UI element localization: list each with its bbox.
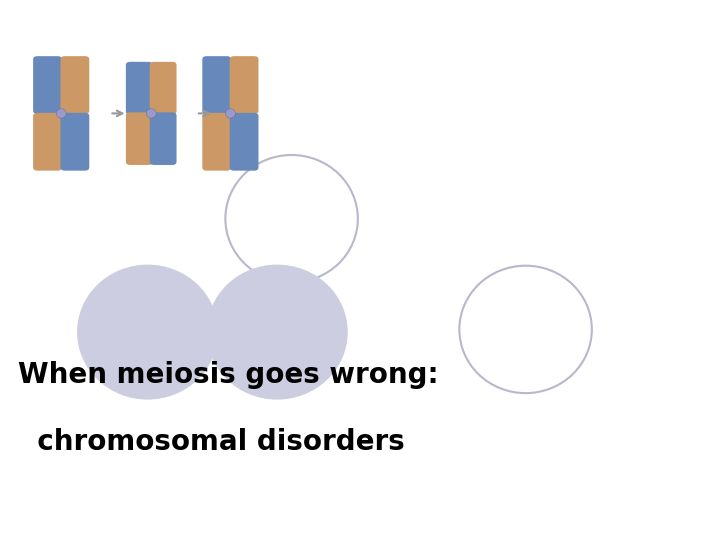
FancyBboxPatch shape bbox=[202, 113, 231, 171]
FancyBboxPatch shape bbox=[33, 113, 62, 171]
Text: When meiosis goes wrong:: When meiosis goes wrong: bbox=[18, 361, 438, 389]
Ellipse shape bbox=[77, 265, 218, 400]
FancyBboxPatch shape bbox=[230, 113, 258, 171]
FancyBboxPatch shape bbox=[60, 56, 89, 114]
FancyBboxPatch shape bbox=[126, 62, 153, 114]
Ellipse shape bbox=[207, 265, 348, 400]
FancyBboxPatch shape bbox=[150, 112, 176, 165]
FancyBboxPatch shape bbox=[33, 56, 62, 114]
Ellipse shape bbox=[56, 109, 66, 118]
FancyBboxPatch shape bbox=[150, 62, 176, 114]
Text: chromosomal disorders: chromosomal disorders bbox=[18, 428, 405, 456]
FancyBboxPatch shape bbox=[126, 112, 153, 165]
FancyBboxPatch shape bbox=[202, 56, 231, 114]
Ellipse shape bbox=[225, 109, 235, 118]
FancyBboxPatch shape bbox=[230, 56, 258, 114]
FancyBboxPatch shape bbox=[60, 113, 89, 171]
Ellipse shape bbox=[146, 109, 156, 118]
